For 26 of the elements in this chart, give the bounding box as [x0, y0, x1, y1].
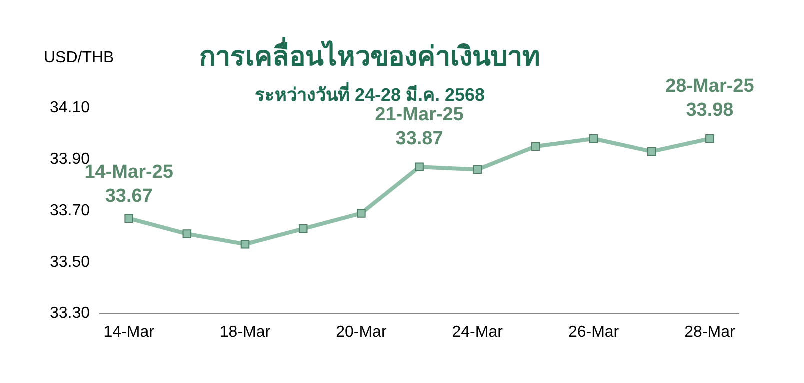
point — [415, 162, 424, 172]
y-tick-label: 33.70 — [50, 202, 90, 220]
point — [473, 165, 482, 174]
point — [647, 147, 656, 156]
point — [531, 142, 540, 151]
y-tick-label: 34.10 — [50, 99, 90, 116]
x-tick-label: 14-Mar — [104, 324, 156, 341]
point — [706, 134, 714, 144]
x-tick-label: 20-Mar — [336, 324, 388, 341]
y-axis-title: USD/THB — [44, 49, 114, 66]
point — [357, 209, 366, 218]
data-label: 21-Mar-25 33.87 — [375, 104, 464, 150]
point — [298, 224, 308, 234]
data-label: 28-Mar-25 33.98 — [666, 76, 755, 122]
point — [182, 230, 192, 238]
point — [589, 134, 598, 144]
point — [124, 214, 134, 224]
chart-title: การเคลื่อนไหวของค่าเงินบาท — [200, 36, 540, 72]
point — [240, 240, 250, 249]
x-tick-label: 28-Mar — [684, 324, 736, 341]
x-tick-label: 26-Mar — [568, 324, 620, 341]
x-tick-label: 18-Mar — [220, 324, 272, 341]
y-tick-label: 33.50 — [50, 254, 90, 271]
x-tick-label: 24-Mar — [452, 324, 504, 341]
chart-subtitle: ระหว่างวันที่ 24-28 มี.ค. 2568 — [254, 82, 486, 105]
y-tick-label: 33.30 — [50, 305, 90, 322]
